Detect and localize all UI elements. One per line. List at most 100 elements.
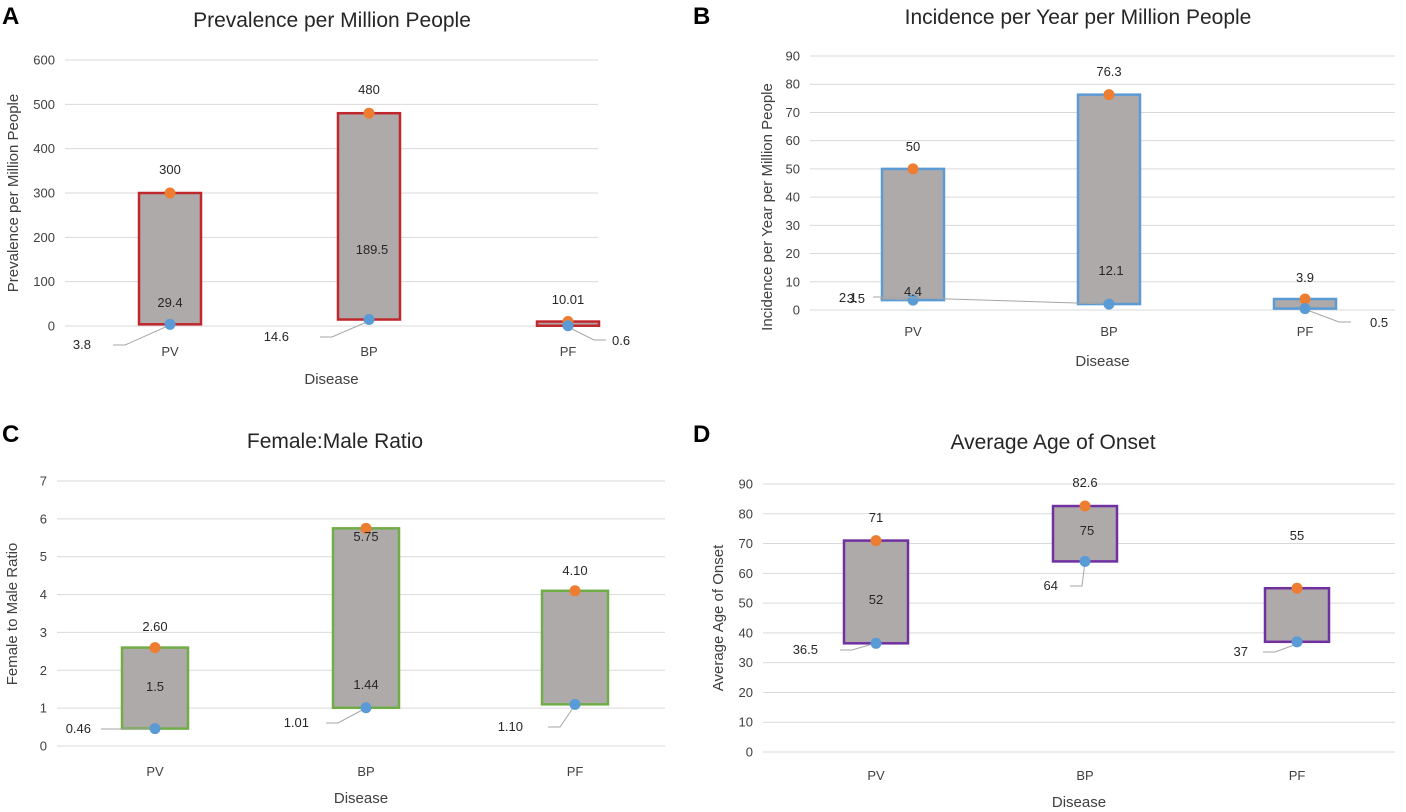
low-point xyxy=(1079,555,1091,567)
y-tick-label: 100 xyxy=(33,274,55,289)
high-point xyxy=(149,642,161,654)
y-tick-label: 70 xyxy=(739,536,753,551)
range-bar xyxy=(1263,586,1331,644)
x-category-label: PV xyxy=(146,764,164,779)
high-value-label: 10.01 xyxy=(552,292,585,307)
low-value-label: 14.6 xyxy=(264,329,289,344)
y-axis-title: Prevalence per Million People xyxy=(5,94,22,292)
high-value-label: 55 xyxy=(1290,528,1304,543)
panel-letter: A xyxy=(2,3,19,30)
chart-panel-a: A Prevalence per Million People 0 100 200 300… xyxy=(2,3,630,388)
low-value-label: 1.01 xyxy=(284,715,309,730)
x-category-label: PF xyxy=(567,764,584,779)
high-value-label: 480 xyxy=(358,82,380,97)
low-value-label: 0.6 xyxy=(612,333,630,348)
y-axis-title: Female to Male Ratio xyxy=(4,543,21,686)
low-value-label: 0.5 xyxy=(1370,315,1388,330)
leader-line xyxy=(1070,561,1086,587)
y-tick-label: 10 xyxy=(786,274,800,289)
y-tick-label: 5 xyxy=(40,549,47,564)
y-tick-label: 50 xyxy=(786,161,800,176)
leader-line xyxy=(1263,643,1298,653)
leader-line xyxy=(567,326,606,341)
y-tick-label: 1 xyxy=(40,701,47,716)
chart-panel-b: B Incidence per Year per Million People 0 1… xyxy=(693,3,1395,370)
x-category-label: PF xyxy=(1297,324,1314,339)
x-category-label: BP xyxy=(1100,324,1117,339)
y-tick-label: 20 xyxy=(786,246,800,261)
x-category-label: BP xyxy=(357,764,374,779)
x-category-label: PV xyxy=(867,768,885,783)
low-value-label: 37 xyxy=(1234,644,1248,659)
high-point xyxy=(1299,293,1311,305)
high-value-label: 82.6 xyxy=(1072,475,1097,490)
high-value-label: 4.10 xyxy=(562,563,587,578)
high-value-label: 50 xyxy=(906,139,920,154)
range-bar xyxy=(540,589,610,706)
high-point xyxy=(363,107,375,119)
y-tick-label: 90 xyxy=(739,477,753,492)
high-point xyxy=(164,187,176,199)
low-point xyxy=(1291,636,1303,648)
y-tick-label: 300 xyxy=(33,186,55,201)
chart-panel-d: D Average Age of Onset 0 10 20 30 40 50 60 70 80 90… xyxy=(693,421,1395,811)
chart-title: Average Age of Onset xyxy=(950,431,1155,454)
chart-title: Female:Male Ratio xyxy=(247,430,423,453)
mid-value-label: 189.5 xyxy=(356,242,389,257)
range-bar xyxy=(880,167,946,302)
leader-line xyxy=(326,707,367,724)
high-value-label: 76.3 xyxy=(1096,64,1121,79)
low-point xyxy=(164,318,176,330)
low-value-label: 1.10 xyxy=(498,719,523,734)
high-point xyxy=(870,535,882,547)
leader-line xyxy=(113,324,171,346)
x-category-label: PF xyxy=(1289,768,1306,783)
y-tick-label: 6 xyxy=(40,511,47,526)
high-point xyxy=(360,522,372,534)
low-value-label: 64 xyxy=(1044,578,1058,593)
leader-line xyxy=(1306,309,1351,323)
y-axis-title: Average Age of Onset xyxy=(710,544,727,691)
low-value-label: 3.5 xyxy=(847,291,865,306)
range-bar xyxy=(120,646,190,730)
mid-value-label: 12.1 xyxy=(1098,263,1123,278)
y-tick-label: 10 xyxy=(739,715,753,730)
leader-line xyxy=(840,642,877,651)
x-category-label: PV xyxy=(904,324,922,339)
high-point xyxy=(1103,89,1115,101)
low-point xyxy=(1103,298,1115,310)
high-point xyxy=(907,163,919,175)
high-value-label: 71 xyxy=(869,510,883,525)
low-point xyxy=(149,723,161,735)
range-bar xyxy=(336,111,402,321)
y-tick-label: 90 xyxy=(786,49,800,64)
mid-value-label: 1.5 xyxy=(146,679,164,694)
panel-letter: B xyxy=(693,3,710,30)
y-tick-label: 0 xyxy=(793,303,800,318)
y-tick-label: 50 xyxy=(739,596,753,611)
y-tick-label: 400 xyxy=(33,141,55,156)
mid-value-label: 52 xyxy=(869,592,883,607)
low-point xyxy=(1299,303,1311,315)
low-point xyxy=(569,698,581,710)
y-tick-label: 40 xyxy=(786,190,800,205)
x-category-label: PV xyxy=(161,344,179,359)
y-tick-label: 60 xyxy=(739,566,753,581)
high-value-label: 3.9 xyxy=(1296,270,1314,285)
high-point xyxy=(1291,582,1303,594)
y-tick-label: 60 xyxy=(786,133,800,148)
x-axis-title: Disease xyxy=(1075,353,1129,370)
x-category-label: BP xyxy=(360,344,377,359)
high-point xyxy=(569,585,581,597)
low-value-label: 0.46 xyxy=(66,721,91,736)
low-point xyxy=(562,320,574,332)
y-tick-label: 80 xyxy=(786,77,800,92)
mid-value-label: 75 xyxy=(1080,523,1094,538)
y-tick-label: 30 xyxy=(739,655,753,670)
range-bar xyxy=(1076,93,1142,306)
y-tick-label: 70 xyxy=(786,105,800,120)
chart-title: Incidence per Year per Million People xyxy=(905,6,1252,29)
leader-line xyxy=(873,296,1110,305)
y-tick-label: 40 xyxy=(739,625,753,640)
leader-line xyxy=(548,704,576,728)
